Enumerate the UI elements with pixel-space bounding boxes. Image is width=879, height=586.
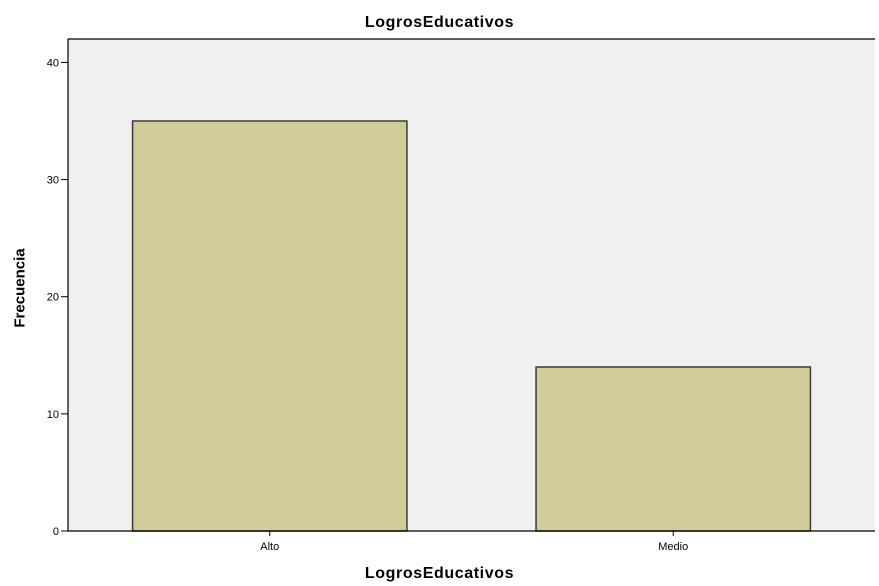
- x-tick-label: Alto: [260, 541, 279, 553]
- y-tick-label: 20: [47, 292, 59, 304]
- bar-medio: [535, 366, 812, 532]
- y-tick-label: 10: [47, 409, 59, 421]
- x-axis-label: LogrosEducativos: [364, 565, 515, 582]
- y-tick-label: 30: [47, 175, 59, 187]
- y-tick-label: 40: [47, 57, 59, 69]
- y-tick-label: 0: [53, 526, 59, 538]
- x-tick-label: Medio: [658, 541, 688, 553]
- bar-alto: [131, 120, 408, 532]
- chart-title: LogrosEducativos: [364, 14, 515, 31]
